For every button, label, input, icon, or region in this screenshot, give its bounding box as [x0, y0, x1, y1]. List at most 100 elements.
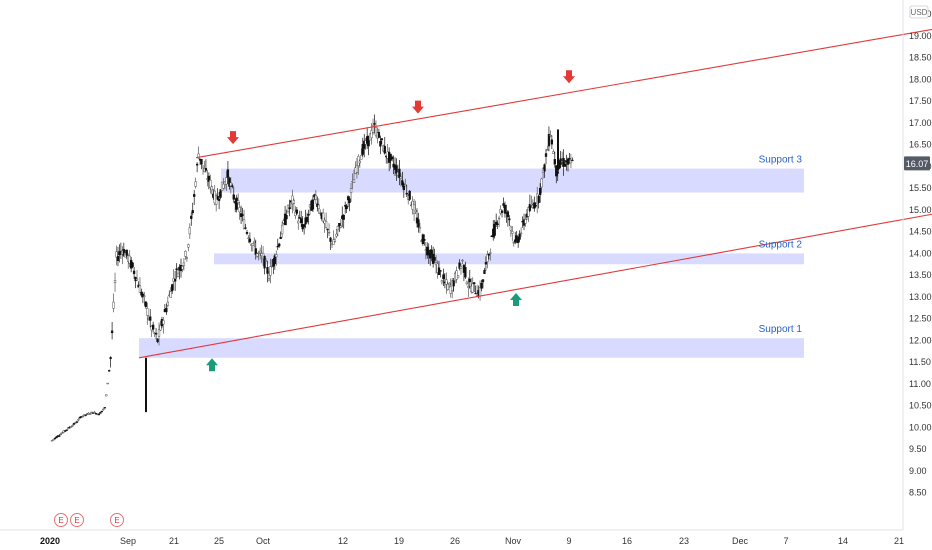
candle-body [338, 223, 341, 227]
time-axis[interactable]: 2020 Sep 21 25 Oct 12 19 26 Nov 9 16 23 Dec 7 14 21 [40, 536, 904, 546]
arrow-up-icon [510, 293, 522, 307]
candle-body [515, 235, 518, 240]
candle-body [497, 217, 501, 220]
candle-body [131, 262, 134, 267]
candle-body [181, 266, 184, 270]
price-tick-label: 9.50 [909, 444, 927, 454]
candle-body [288, 207, 291, 210]
time-tick-label: Sep [120, 536, 136, 546]
candle-body [550, 139, 554, 145]
candle-body [553, 159, 556, 165]
time-tick-label: Dec [732, 536, 749, 546]
candle-body [53, 437, 57, 440]
candle-body [571, 159, 574, 162]
time-tick-label: 23 [679, 536, 689, 546]
candle-body [145, 357, 147, 413]
candle-body [452, 280, 455, 287]
support-zone [214, 253, 804, 265]
candle-body [162, 320, 165, 325]
candle-body [109, 357, 112, 359]
earnings-event-icon[interactable]: E [54, 513, 68, 527]
channel-line-upper[interactable] [195, 28, 932, 159]
candle-body [377, 132, 381, 138]
candle-body [528, 204, 532, 211]
candle-body [81, 415, 84, 418]
candle-body [132, 270, 136, 275]
candle-body [297, 220, 300, 224]
time-tick-label: 14 [838, 536, 848, 546]
candle-body [568, 158, 571, 160]
candle-body [191, 210, 194, 214]
price-tick-label: 10.50 [909, 401, 932, 411]
candle-body [71, 425, 74, 427]
candle-body [480, 282, 483, 289]
candle-body [154, 332, 158, 335]
candle-body [345, 205, 348, 210]
candle-body [346, 196, 350, 201]
candle-body [77, 419, 80, 421]
candle-body [555, 165, 558, 177]
candle-body [125, 249, 128, 256]
candle-body [471, 283, 474, 293]
candle-body [103, 407, 106, 409]
candle-body [209, 179, 212, 189]
candle-body [276, 245, 279, 248]
candle-body [496, 223, 499, 225]
time-tick-label: 2020 [40, 536, 60, 546]
candle-body [292, 200, 296, 204]
time-tick-label: 9 [566, 536, 571, 546]
price-tick-label: 16.50 [909, 140, 932, 150]
candle-body [448, 282, 451, 285]
candle-body [440, 280, 444, 283]
price-tick-label: 15.00 [909, 205, 932, 215]
earnings-event-icon[interactable]: E [110, 513, 124, 527]
candle-body [442, 274, 445, 279]
price-axis[interactable]: 8.50 9.00 9.50 10.00 10.50 11.00 11.50 12.00 12.… [909, 9, 932, 497]
candle-body [151, 324, 155, 330]
candle-body [506, 211, 510, 218]
earnings-event-icon[interactable]: E [70, 513, 84, 527]
candle-body [517, 238, 520, 243]
candle-body [360, 155, 363, 160]
candle-body [279, 236, 282, 240]
candle-body [329, 237, 332, 242]
candle-body [427, 250, 430, 256]
candle-body [135, 278, 139, 281]
candle-body [185, 257, 189, 259]
candle-body [264, 260, 268, 262]
candle-body [175, 268, 178, 271]
candle-body [210, 186, 213, 191]
candle-body [511, 231, 514, 234]
candle-body [169, 291, 172, 298]
candle-body [113, 280, 117, 284]
candle-body [200, 159, 203, 165]
candle-body [219, 189, 222, 198]
channel-line-lower[interactable] [138, 213, 932, 359]
candle-body [302, 224, 306, 228]
candle-body [569, 159, 573, 164]
candle-body [514, 239, 517, 243]
candle-body [66, 427, 70, 430]
candle-body [84, 414, 87, 416]
candle-body [247, 237, 250, 239]
candle-body [429, 253, 432, 259]
candle-body [455, 270, 458, 280]
candle-body [50, 440, 54, 442]
candle-body [216, 196, 219, 200]
candle-body [207, 175, 211, 182]
candle-body [493, 223, 496, 236]
last-price-tag: 16.07 [904, 156, 930, 171]
svg-text:E: E [114, 516, 119, 525]
channel-lines [138, 28, 932, 359]
candle-body [166, 301, 169, 306]
support-zone-label: Support 1 [759, 324, 803, 335]
price-tick-label: 8.50 [909, 488, 927, 498]
candle-body [232, 194, 235, 200]
candle-body [105, 394, 108, 397]
candle-body [204, 168, 208, 171]
candle-body [99, 412, 102, 414]
candle-body [300, 218, 303, 224]
price-tick-label: 17.00 [909, 118, 932, 128]
candle-body [173, 278, 177, 282]
